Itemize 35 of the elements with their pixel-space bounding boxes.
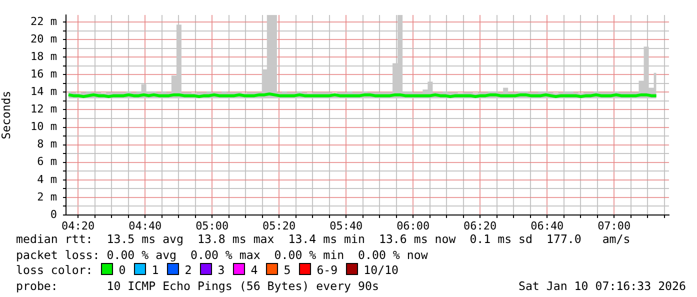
x-tick-label: 05:40 <box>330 219 363 232</box>
y-tick-label: 2 m <box>37 190 58 204</box>
x-tick-label: 05:20 <box>262 219 296 232</box>
y-tick-label: 6 m <box>37 155 58 168</box>
legend-label: 1 <box>152 263 159 277</box>
text: Sat Jan 10 07:16:33 2026 <box>518 278 686 294</box>
y-tick-label: 10 m <box>30 120 58 134</box>
y-axis-title: Seconds <box>0 90 13 140</box>
x-tick-label: 04:20 <box>62 219 95 232</box>
y-tick-label: 22 m <box>30 14 58 28</box>
y-tick-label: 4 m <box>37 172 58 186</box>
legend-label: 3 <box>218 263 225 277</box>
legend-label: 4 <box>250 263 258 277</box>
x-tick-label: 05:00 <box>196 219 229 232</box>
x-tick-label: 06:40 <box>530 219 564 232</box>
y-tick-label: 14 m <box>30 85 58 98</box>
y-tick-label: 8 m <box>37 138 58 151</box>
x-tick-label: 07:00 <box>598 219 631 232</box>
text: packet loss: 0.00 % avg 0.00 % max 0.00 % min 0.00 % now <box>16 248 429 263</box>
legend-label: 5 <box>284 263 291 277</box>
legend-title: loss color: <box>16 263 93 277</box>
x-tick-label: 06:00 <box>396 219 430 232</box>
y-tick-label: 16 m <box>30 68 58 81</box>
y-tick-label: 12 m <box>30 102 58 116</box>
legend-label: 0 <box>118 263 126 277</box>
legend-label: 6-9 <box>316 263 338 277</box>
y-tick-label: 20 m <box>30 32 58 46</box>
text: probe: 10 ICMP Echo Pings (56 Bytes) every 90s <box>16 278 379 292</box>
x-tick-label: 04:40 <box>128 219 162 232</box>
text: median rtt: 13.5 ms avg 13.8 ms max 13.4 ms min 13.6 ms now 0.1 ms sd 177.0 am/s <box>16 232 632 248</box>
legend-label: 2 <box>184 263 192 277</box>
y-tick-label: 0 <box>50 208 57 221</box>
legend-label: 10/10 <box>364 263 399 277</box>
x-tick-label: 06:20 <box>464 219 497 232</box>
y-tick-label: 18 m <box>30 50 58 63</box>
